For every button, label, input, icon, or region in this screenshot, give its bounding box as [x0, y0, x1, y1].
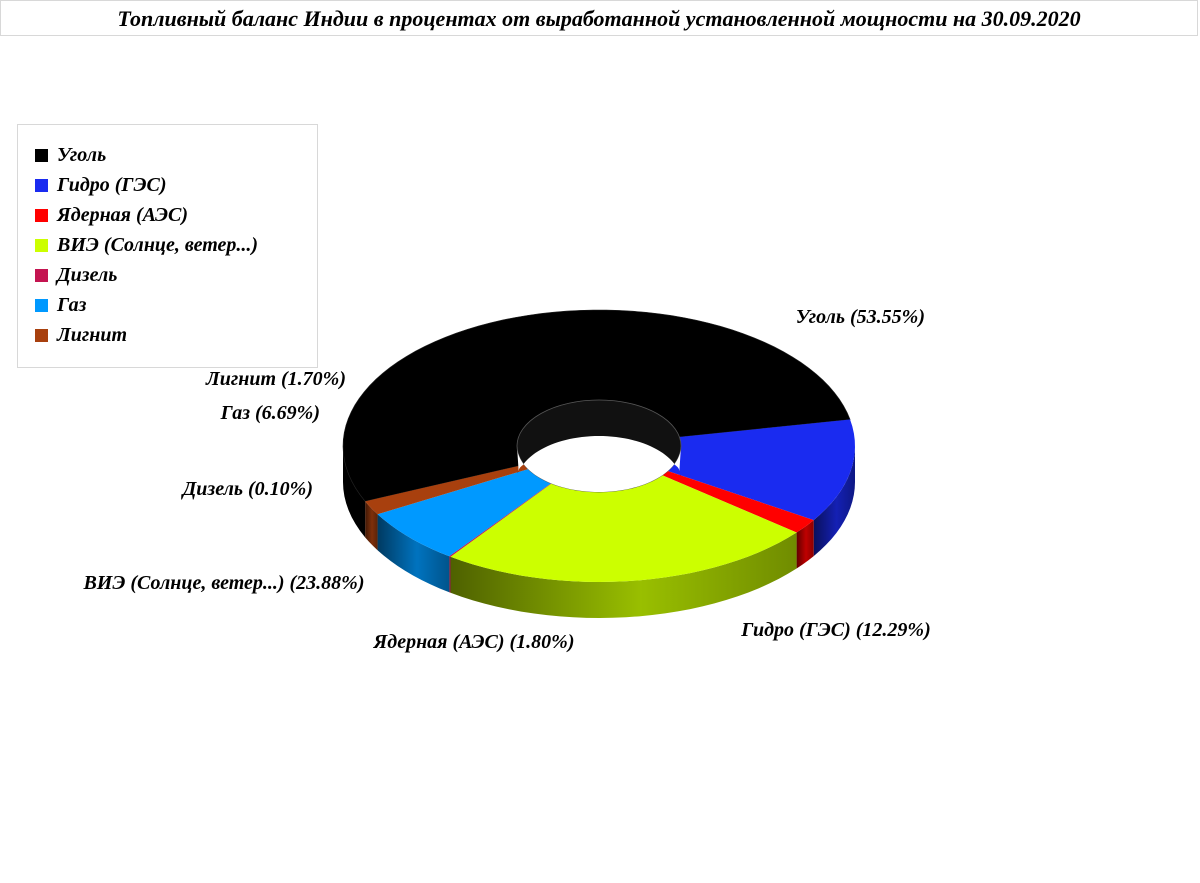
legend-label: Газ [57, 294, 87, 316]
legend-swatch [35, 179, 48, 192]
slice-side-wall [450, 532, 797, 618]
legend-swatch [35, 209, 48, 222]
pie-slice [662, 471, 814, 533]
legend-label: ВИЭ (Солнце, ветер...) [57, 234, 259, 256]
chart-title: Топливный баланс Индии в процентах от вы… [0, 0, 1198, 36]
slice-label: Гидро (ГЭС) (12.29%) [740, 619, 930, 641]
slice-side-wall [377, 514, 450, 593]
legend-swatch [35, 329, 48, 342]
legend-swatch [35, 239, 48, 252]
slice-side-wall [813, 446, 855, 557]
slice-side-wall [343, 446, 366, 538]
slice-label: Газ (6.69%) [220, 402, 320, 424]
legend-item: Гидро (ГЭС) [35, 172, 167, 198]
legend-item: Ядерная (АЭС) [35, 202, 188, 228]
legend-item: Дизель [35, 262, 117, 288]
pie-slice [377, 469, 552, 557]
legend-item: Газ [35, 292, 86, 318]
legend-label: Ядерная (АЭС) [57, 204, 189, 226]
slice-label: ВИЭ (Солнце, ветер...) (23.88%) [82, 572, 364, 594]
slice-side-wall [449, 556, 451, 593]
donut-hole [517, 446, 681, 492]
legend-swatch [35, 299, 48, 312]
slice-label: Уголь (53.55%) [796, 306, 925, 328]
legend-item: Уголь [35, 142, 106, 168]
slice-label: Лигнит (1.70%) [205, 368, 346, 390]
slice-labels: Уголь (53.55%) Гидро (ГЭС) (12.29%) Ядерна… [82, 306, 930, 653]
legend-item: ВИЭ (Солнце, ветер...) [35, 232, 258, 258]
legend-label: Дизель [57, 264, 118, 286]
legend-swatch [35, 149, 48, 162]
donut-side-walls [343, 400, 855, 618]
donut-inner-wall [517, 400, 681, 482]
legend-swatch [35, 269, 48, 282]
legend-label: Гидро (ГЭС) [57, 174, 167, 196]
pie-slice [667, 419, 855, 521]
slice-side-wall [796, 520, 814, 569]
legend-label: Лигнит [57, 324, 128, 346]
pie-slice [365, 464, 529, 515]
legend-label: Уголь [57, 144, 107, 166]
slice-side-wall [365, 501, 378, 551]
legend: Уголь Гидро (ГЭС) Ядерная (АЭС) ВИЭ (Сол… [17, 124, 318, 368]
slice-label: Дизель (0.10%) [181, 478, 313, 500]
legend-item: Лигнит [35, 322, 127, 348]
pie-slice [449, 483, 552, 557]
pie-slice [450, 475, 797, 582]
donut-top-faces [342, 309, 855, 582]
slice-label: Ядерная (АЭС) (1.80%) [373, 631, 575, 653]
